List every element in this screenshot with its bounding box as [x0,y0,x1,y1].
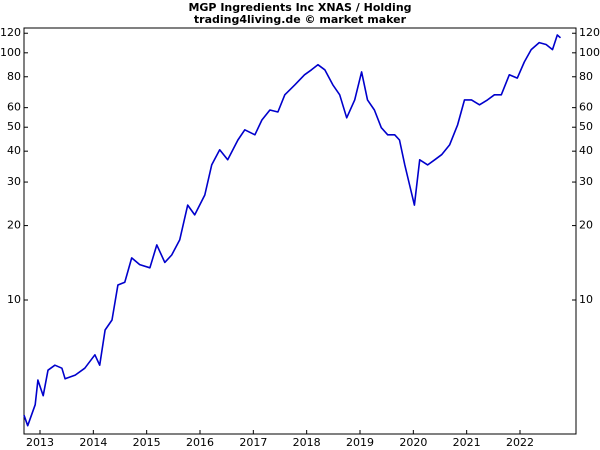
chart-title: MGP Ingredients Inc XNAS / Holding [188,1,411,14]
y-tick-label: 10 [7,293,21,306]
y-tick-label: 50 [579,120,593,133]
x-tick-label: 2017 [239,436,267,449]
y-tick-label: 120 [579,26,600,39]
y-tick-label: 80 [7,70,21,83]
y-tick-label: 30 [579,175,593,188]
y-tick-label: 50 [7,120,21,133]
y-tick-label: 60 [7,101,21,114]
y-tick-label: 100 [0,46,21,59]
y-tick-label: 60 [579,101,593,114]
x-tick-label: 2022 [506,436,534,449]
x-tick-label: 2016 [186,436,214,449]
y-tick-label: 40 [579,144,593,157]
plot-frame [23,27,577,435]
y-tick-label: 10 [579,293,593,306]
x-tick-label: 2015 [133,436,161,449]
x-tick-label: 2013 [26,436,54,449]
y-tick-label: 30 [7,175,21,188]
y-tick-label: 20 [579,219,593,232]
y-tick-label: 20 [7,219,21,232]
y-tick-label: 120 [0,26,21,39]
x-tick-label: 2018 [293,436,321,449]
x-tick-label: 2014 [79,436,107,449]
y-tick-label: 80 [579,70,593,83]
y-tick-label: 40 [7,144,21,157]
x-tick-label: 2019 [346,436,374,449]
y-tick-label: 100 [579,46,600,59]
x-tick-label: 2021 [453,436,481,449]
chart-subtitle: trading4living.de © market maker [194,13,407,26]
x-tick-label: 2020 [399,436,427,449]
price-line [23,34,562,427]
